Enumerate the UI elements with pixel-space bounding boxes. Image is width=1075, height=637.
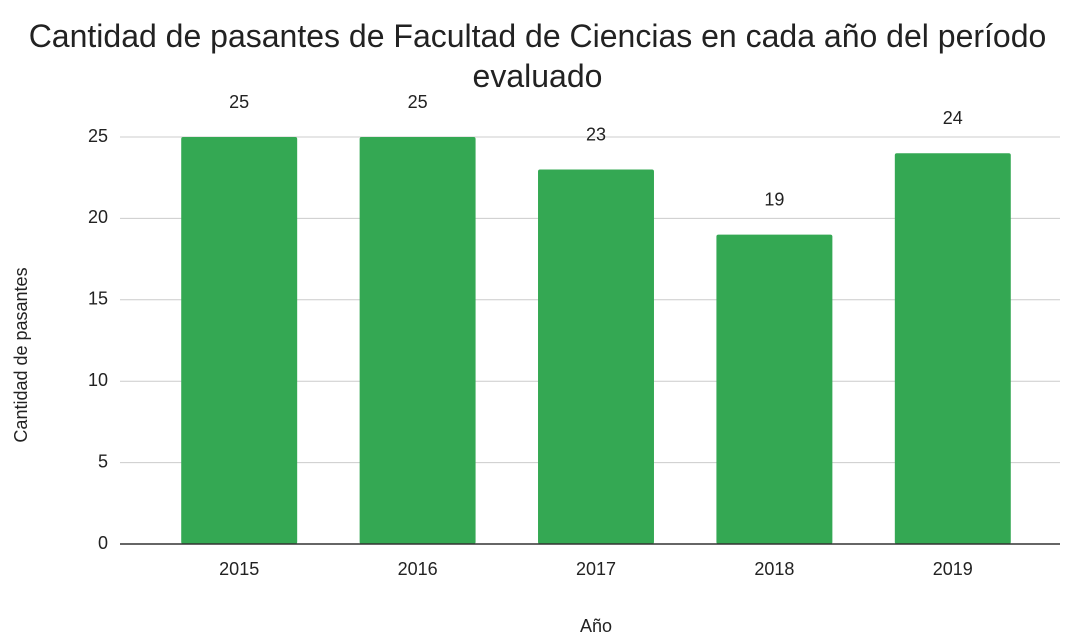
y-tick-label: 15 [88,289,108,309]
data-label: 24 [943,108,963,128]
data-label: 23 [586,124,606,144]
bar [359,137,476,544]
y-tick-label: 0 [98,533,108,553]
y-axis-title: Cantidad de pasantes [11,267,31,442]
y-tick-label: 25 [88,126,108,146]
chart-title: Cantidad de pasantes de Facultad de Cien… [28,18,1047,94]
x-axis-title: Año [580,616,612,636]
bar [716,234,833,544]
data-label: 25 [408,92,428,112]
data-label: 25 [229,92,249,112]
bar [181,137,298,544]
y-tick-label: 5 [98,451,108,471]
y-tick-label: 20 [88,207,108,227]
y-tick-label: 10 [88,370,108,390]
bar [894,153,1011,544]
data-label: 19 [764,189,784,209]
x-tick-label: 2017 [576,559,616,579]
x-tick-label: 2015 [219,559,259,579]
x-tick-label: 2019 [933,559,973,579]
bar [538,169,654,544]
x-tick-label: 2016 [398,559,438,579]
x-tick-label: 2018 [754,559,794,579]
